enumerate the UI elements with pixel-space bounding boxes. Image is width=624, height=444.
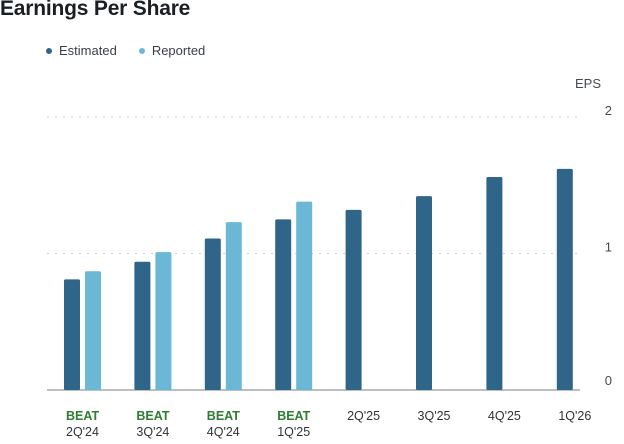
bars xyxy=(64,168,573,390)
chart-title: Earnings Per Share xyxy=(0,0,191,20)
bar-estimated[interactable] xyxy=(416,196,432,390)
chart-legend: Estimated Reported xyxy=(46,43,205,58)
bar-reported[interactable] xyxy=(225,222,242,390)
bar-estimated[interactable] xyxy=(486,177,503,390)
y-axis: EPS 0 1 2 xyxy=(575,76,612,388)
bar-estimated[interactable] xyxy=(134,261,151,390)
y-tick-label: 0 xyxy=(605,373,612,388)
legend-swatch-estimated xyxy=(46,47,52,54)
bar-estimated[interactable] xyxy=(345,209,362,390)
y-tick-label: 2 xyxy=(605,103,612,118)
bar-estimated[interactable] xyxy=(556,168,573,390)
legend-label-reported: Reported xyxy=(151,43,206,58)
bar-estimated[interactable] xyxy=(64,279,80,390)
bar-estimated[interactable] xyxy=(275,219,292,390)
x-tick-label: 3Q'25 xyxy=(418,409,451,423)
y-tick-label: 1 xyxy=(605,240,612,255)
legend-item-reported[interactable]: Reported xyxy=(138,43,206,58)
x-tick-label: 3Q'24 xyxy=(136,425,169,439)
bar-estimated[interactable] xyxy=(204,238,221,390)
x-tick-label: 2Q'24 xyxy=(66,425,99,439)
bar-reported[interactable] xyxy=(85,271,101,390)
bar-reported[interactable] xyxy=(155,252,172,390)
x-tick-label: 1Q'26 xyxy=(558,409,591,423)
x-tick-label: 1Q'25 xyxy=(277,425,310,439)
x-tick-label: 2Q'25 xyxy=(347,409,380,423)
legend-swatch-reported xyxy=(138,47,145,54)
y-axis-label: EPS xyxy=(575,76,601,91)
x-axis: BEAT 2Q'24 BEAT 3Q'24 BEAT 4Q'24 BEAT 1Q'25 2Q'2… xyxy=(66,409,591,439)
x-tick-label: 4Q'24 xyxy=(207,425,240,439)
beat-badge: BEAT xyxy=(66,409,99,423)
beat-badge: BEAT xyxy=(277,409,310,423)
beat-badge: BEAT xyxy=(207,409,240,423)
beat-badge: BEAT xyxy=(136,409,169,423)
legend-item-estimated[interactable]: Estimated xyxy=(46,43,117,58)
x-tick-label: 4Q'25 xyxy=(488,409,521,423)
bar-reported[interactable] xyxy=(296,201,313,390)
legend-label-estimated: Estimated xyxy=(59,43,117,58)
